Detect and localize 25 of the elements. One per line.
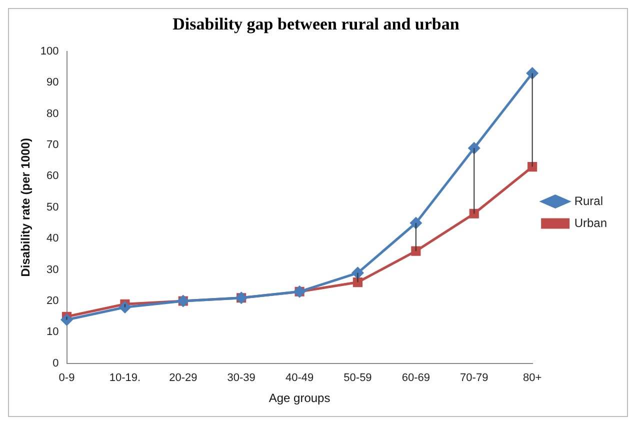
y-tick-label: 30 xyxy=(46,264,59,276)
y-tick-label: 90 xyxy=(46,76,59,89)
y-tick-label: 60 xyxy=(46,170,59,182)
x-tick-label: 70-79 xyxy=(460,372,488,384)
y-tick-label: 10 xyxy=(46,326,59,338)
x-tick-label: 80+ xyxy=(522,372,542,384)
y-tick-label: 80 xyxy=(46,108,59,120)
x-tick-label: 40-49 xyxy=(285,372,314,384)
x-tick-label: 0-9 xyxy=(58,372,75,384)
y-tick-label: 40 xyxy=(46,232,59,245)
x-tick-label: 50-59 xyxy=(344,372,372,384)
x-tick-label: 10-19. xyxy=(109,372,141,384)
chart-title: Disability gap between rural and urban xyxy=(172,14,460,34)
x-tick-label: 20-29 xyxy=(169,372,198,384)
y-tick-label: 100 xyxy=(40,45,59,58)
legend-label: Urban xyxy=(574,216,608,230)
y-tick-label: 70 xyxy=(46,139,59,152)
x-tick-label: 60-69 xyxy=(402,372,430,384)
x-axis-title: Age groups xyxy=(268,391,330,406)
legend-label: Rural xyxy=(574,194,604,208)
y-tick-label: 0 xyxy=(52,357,59,370)
x-tick-label: 30-39 xyxy=(227,372,256,384)
y-axis-title: Disability rate (per 1000) xyxy=(18,138,33,277)
y-tick-label: 20 xyxy=(46,295,59,308)
y-tick-label: 50 xyxy=(46,201,59,214)
